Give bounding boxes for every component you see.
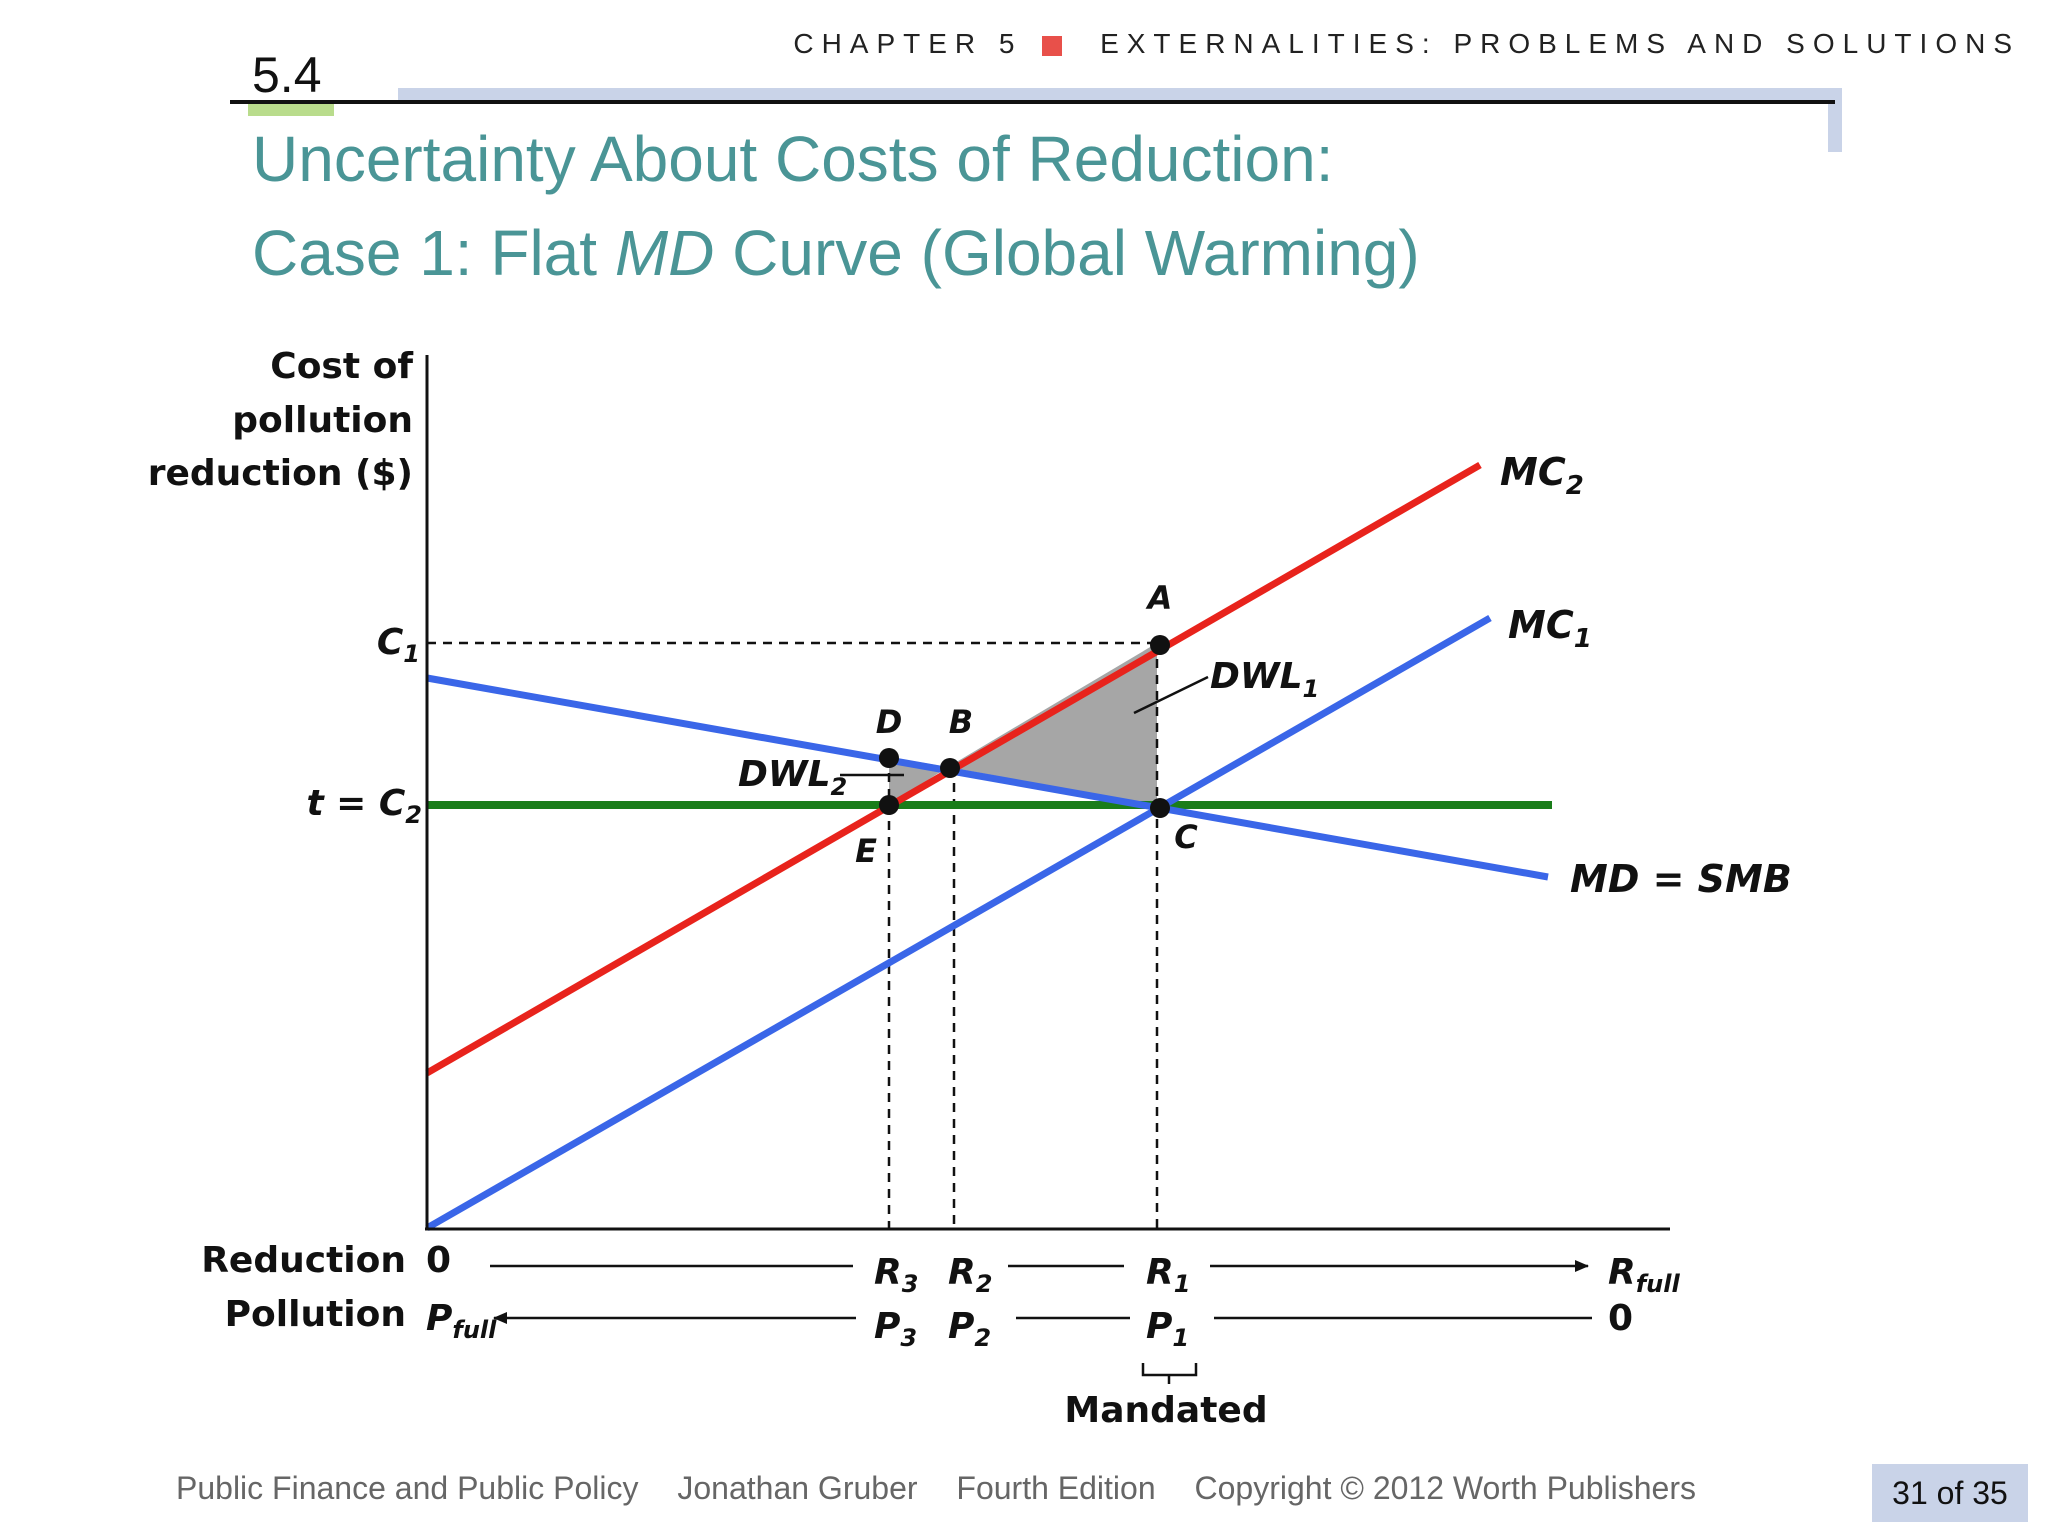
c1-tick-label: C1	[377, 622, 420, 668]
r3-label: R3	[874, 1252, 918, 1298]
chapter-separator-square-icon	[1042, 35, 1063, 56]
y-axis-label-line3: reduction ($)	[148, 453, 413, 494]
footer-copyright: Copyright © 2012 Worth Publishers	[1194, 1470, 1696, 1506]
pfull-label: Pfull	[426, 1298, 497, 1344]
point-b-label: B	[949, 703, 973, 741]
t-c2-tick-label: t = C2	[306, 783, 422, 829]
slide-title-line2: Case 1: Flat MD Curve (Global Warming)	[252, 216, 1420, 290]
mandated-bracket	[1141, 1363, 1198, 1384]
title-prefix: Case 1: Flat	[252, 217, 615, 289]
mc1-label: MC1	[1508, 603, 1592, 654]
y-axis-label-line1: Cost of	[270, 346, 413, 387]
dwl1-leader	[1133, 675, 1209, 715]
y-axis-label-line2: pollution	[232, 400, 413, 441]
rfull-label: Rfull	[1608, 1252, 1680, 1298]
point-a-label: A	[1145, 579, 1173, 617]
footer-author: Jonathan Gruber	[677, 1470, 918, 1506]
dwl1-label: DWL1	[1210, 656, 1319, 703]
page-number: 31 of 35	[1872, 1464, 2028, 1522]
chapter-topic: EXTERNALITIES: PROBLEMS AND SOLUTIONS	[1100, 28, 2020, 59]
footer-book: Public Finance and Public Policy	[176, 1470, 639, 1506]
chapter-header: CHAPTER 5 EXTERNALITIES: PROBLEMS AND SO…	[793, 28, 2020, 60]
section-number-underline	[248, 100, 334, 116]
pollution-row-label: Pollution	[225, 1294, 406, 1335]
mc1-curve	[425, 614, 1492, 1232]
mc2-label: MC2	[1500, 450, 1584, 501]
section-number: 5.4	[252, 47, 322, 103]
r1-label: R1	[1146, 1252, 1190, 1298]
title-suffix: Curve (Global Warming)	[714, 217, 1420, 289]
dwl2-label: DWL2	[738, 754, 847, 801]
p1-label: P1	[1146, 1306, 1189, 1352]
reduction-zero: 0	[426, 1240, 451, 1281]
footer-edition: Fourth Edition	[956, 1470, 1156, 1506]
pollution-reduction-diagram: Cost of pollution reduction ($) C1 t = C…	[148, 346, 1792, 1431]
point-a	[1150, 635, 1170, 655]
point-c	[1150, 798, 1170, 818]
chapter-number: CHAPTER 5	[793, 28, 1023, 59]
md-smb-curve	[426, 674, 1549, 881]
mandated-label: Mandated	[1064, 1390, 1267, 1431]
p2-label: P2	[948, 1306, 991, 1352]
point-e-label: E	[855, 832, 877, 870]
header-rule-blue-tab	[1828, 88, 1842, 152]
md-smb-label: MD = SMB	[1570, 857, 1792, 901]
reduction-row-label: Reduction	[201, 1240, 406, 1281]
point-d-label: D	[876, 703, 903, 741]
title-md-italic: MD	[614, 217, 715, 289]
header-rule-black	[230, 100, 1835, 104]
point-b	[940, 758, 960, 778]
slide-title-line1: Uncertainty About Costs of Reduction:	[252, 123, 1334, 195]
pollution-zero: 0	[1608, 1298, 1633, 1339]
r2-label: R2	[948, 1252, 992, 1298]
slide-footer: Public Finance and Public Policy Jonatha…	[176, 1470, 1726, 1507]
point-c-label: C	[1174, 818, 1198, 856]
point-d	[879, 748, 899, 768]
p3-label: P3	[874, 1306, 917, 1352]
point-e	[879, 795, 899, 815]
